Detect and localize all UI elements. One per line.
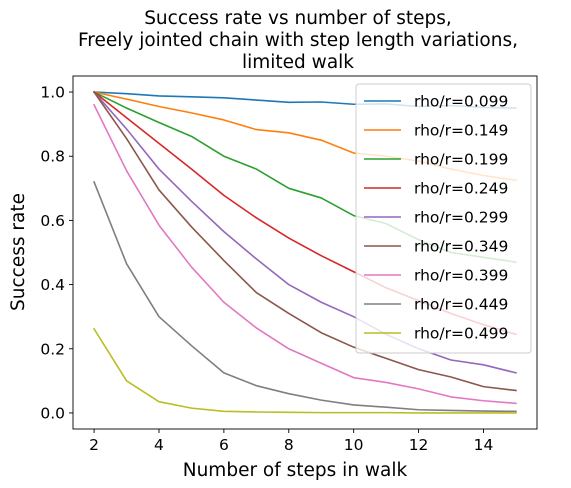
legend-label-3: rho/r=0.199	[414, 151, 508, 169]
series-line-7	[93, 103, 517, 405]
chart-title-line-3: limited walk	[242, 52, 354, 73]
legend-label-6: rho/r=0.349	[414, 238, 508, 256]
x-tick-label: 4	[154, 436, 164, 454]
legend-label-5: rho/r=0.299	[414, 209, 508, 227]
y-axis-label: Success rate	[8, 193, 29, 311]
y-tick-label: 0.0	[40, 404, 65, 422]
series-line-5	[92, 90, 517, 374]
x-tick-label: 12	[409, 436, 429, 454]
series-line-9	[92, 327, 517, 414]
legend-label-2: rho/r=0.149	[414, 122, 508, 140]
legend-box	[355, 83, 532, 354]
legend-label-9: rho/r=0.499	[414, 325, 508, 343]
axes: 2 4 6 8 10 12 14 0.0 0.2 0.4 0.6 0.8 1.0	[40, 75, 538, 454]
y-tick-label: 1.0	[40, 84, 65, 102]
chart-title-line-2: Freely jointed chain with step length va…	[78, 30, 518, 51]
legend-label-7: rho/r=0.399	[414, 267, 508, 285]
series-line-6	[92, 90, 517, 392]
legend-label-1: rho/r=0.099	[414, 93, 508, 111]
y-tick-label: 0.6	[40, 212, 65, 230]
legend-label-8: rho/r=0.449	[414, 296, 508, 314]
plot-frame	[72, 75, 538, 430]
x-tick-label: 14	[474, 436, 494, 454]
series-line-8	[93, 180, 517, 413]
x-tick-label: 6	[219, 436, 229, 454]
y-tick-label: 0.4	[40, 276, 65, 294]
plot-area	[92, 90, 517, 414]
y-tick-label: 0.2	[40, 340, 65, 358]
legend: rho/r=0.099 rho/r=0.149 rho/r=0.199 rho/r=0…	[355, 83, 532, 354]
chart-title-line-1: Success rate vs number of steps,	[144, 8, 452, 29]
y-tick-label: 0.8	[40, 148, 65, 166]
x-tick-label: 10	[344, 436, 364, 454]
x-tick-label: 2	[89, 436, 99, 454]
chart-title: Success rate vs number of steps, Freely …	[78, 8, 518, 73]
legend-label-4: rho/r=0.249	[414, 180, 508, 198]
x-tick-label: 8	[284, 436, 294, 454]
x-axis-label: Number of steps in walk	[183, 460, 408, 481]
